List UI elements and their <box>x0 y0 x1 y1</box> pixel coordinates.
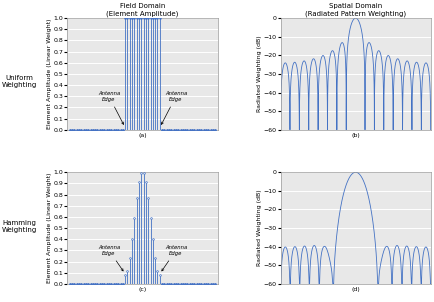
Title: Spatial Domain
(Radiated Pattern Weighting): Spatial Domain (Radiated Pattern Weighti… <box>304 3 405 17</box>
Text: Antenna
Edge: Antenna Edge <box>161 91 187 124</box>
X-axis label: (c): (c) <box>138 287 146 292</box>
Text: Antenna
Edge: Antenna Edge <box>98 91 123 124</box>
Y-axis label: Radiated Weighting (dB): Radiated Weighting (dB) <box>256 36 261 112</box>
Text: Hamming
Weighting: Hamming Weighting <box>2 220 37 233</box>
Title: Field Domain
(Element Amplitude): Field Domain (Element Amplitude) <box>106 3 178 17</box>
X-axis label: (b): (b) <box>350 133 359 138</box>
Y-axis label: Element Amplitude (Linear Weight): Element Amplitude (Linear Weight) <box>47 19 52 129</box>
Y-axis label: Element Amplitude (Linear Weight): Element Amplitude (Linear Weight) <box>47 173 52 283</box>
X-axis label: (a): (a) <box>138 133 146 138</box>
Text: Antenna
Edge: Antenna Edge <box>161 245 187 271</box>
Text: Uniform
Weighting: Uniform Weighting <box>2 75 37 88</box>
Y-axis label: Radiated Weighting (dB): Radiated Weighting (dB) <box>256 190 261 266</box>
X-axis label: (d): (d) <box>350 287 359 292</box>
Text: Antenna
Edge: Antenna Edge <box>98 245 123 271</box>
